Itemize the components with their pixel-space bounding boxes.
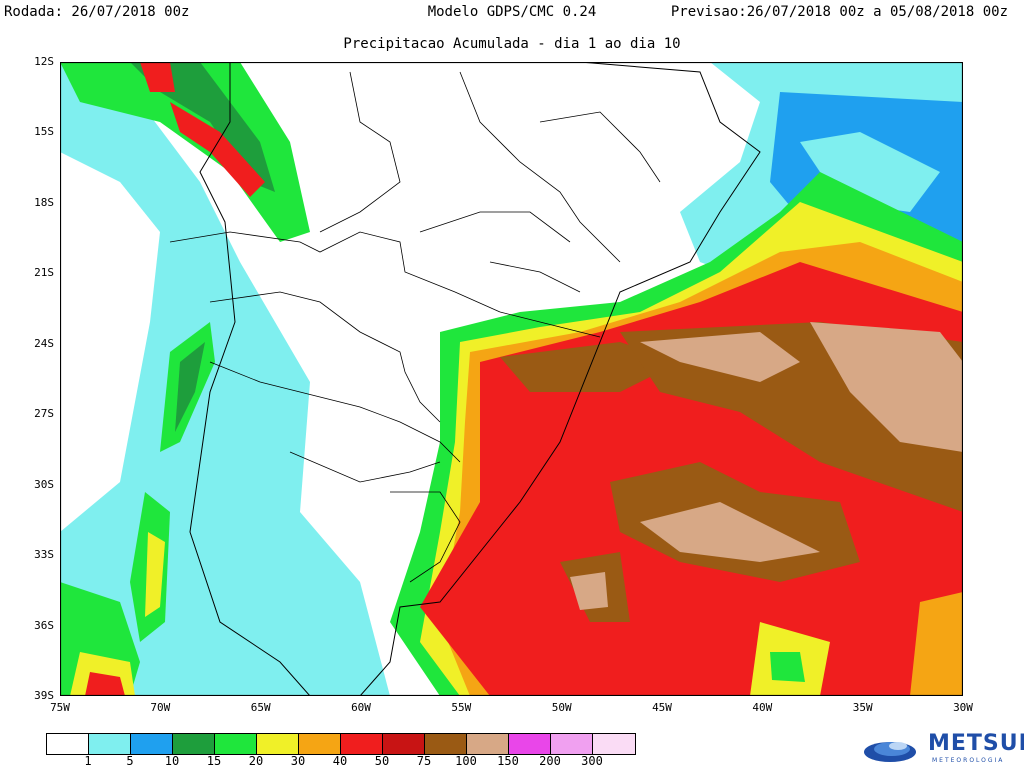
coastline (189, 62, 761, 696)
lon-label: 40W (752, 701, 773, 714)
legend-label: 1 (84, 754, 92, 768)
lon-label: 45W (652, 701, 672, 714)
lon-label: 35W (852, 701, 873, 714)
model-title: Modelo GDPS/CMC 0.24 (427, 4, 597, 20)
map-subtitle: Precipitacao Acumulada - dia 1 ao dia 10 (343, 36, 681, 52)
lon-label: 75W (50, 701, 70, 714)
legend-swatch (383, 734, 425, 754)
legend-label: 40 (332, 754, 348, 768)
legend-swatch (173, 734, 215, 754)
logo-text: METSUL (928, 731, 1024, 756)
legend-swatch (215, 734, 257, 754)
lon-label: 50W (551, 701, 572, 714)
lat-label: 18S (34, 195, 54, 209)
lat-label: 12S (34, 55, 54, 68)
legend-label: 5 (126, 754, 134, 768)
legend-swatch (341, 734, 383, 754)
legend-label: 200 (539, 754, 561, 768)
legend-swatch (257, 734, 299, 754)
legend-label: 30 (290, 754, 306, 768)
precipitation-map (60, 62, 963, 696)
run-date: Rodada: 26/07/2018 00z (4, 4, 190, 20)
legend-swatch (131, 734, 173, 754)
legend-swatch (47, 734, 89, 754)
legend-swatch (551, 734, 593, 754)
legend-label: 300 (581, 754, 603, 768)
legend-swatch (299, 734, 341, 754)
lat-label: 27S (34, 407, 54, 421)
color-legend (46, 733, 636, 755)
lon-label: 55W (451, 701, 472, 714)
legend-label: 150 (497, 754, 519, 768)
legend-label: 75 (416, 754, 432, 768)
lat-label: 36S (34, 618, 54, 632)
lon-label: 70W (150, 701, 171, 714)
legend-label: 20 (248, 754, 264, 768)
lon-label: 30W (953, 701, 973, 714)
lat-label: 21S (34, 266, 54, 280)
legend-label: 10 (164, 754, 180, 768)
legend-swatch (425, 734, 467, 754)
legend-swatch (593, 734, 635, 754)
andes-north-precip (60, 62, 310, 242)
legend-label: 50 (374, 754, 390, 768)
metsul-logo-icon (864, 742, 916, 762)
lat-label: 30S (34, 477, 54, 491)
legend-swatch (467, 734, 509, 754)
logo-subtext: METEOROLOGIA (932, 757, 1005, 764)
legend-swatch (509, 734, 551, 754)
lat-label: 24S (34, 336, 54, 350)
lat-label: 33S (34, 548, 54, 562)
lat-label: 15S (34, 125, 54, 139)
lon-label: 60W (351, 701, 371, 714)
legend-label: 100 (455, 754, 477, 768)
legend-label: 15 (206, 754, 222, 768)
lon-label: 65W (250, 701, 271, 714)
forecast-period: Previsao:26/07/2018 00z a 05/08/2018 00z (670, 4, 1008, 20)
country-borders (169, 71, 661, 583)
lat-label: 39S (34, 689, 54, 702)
legend-swatch (89, 734, 131, 754)
